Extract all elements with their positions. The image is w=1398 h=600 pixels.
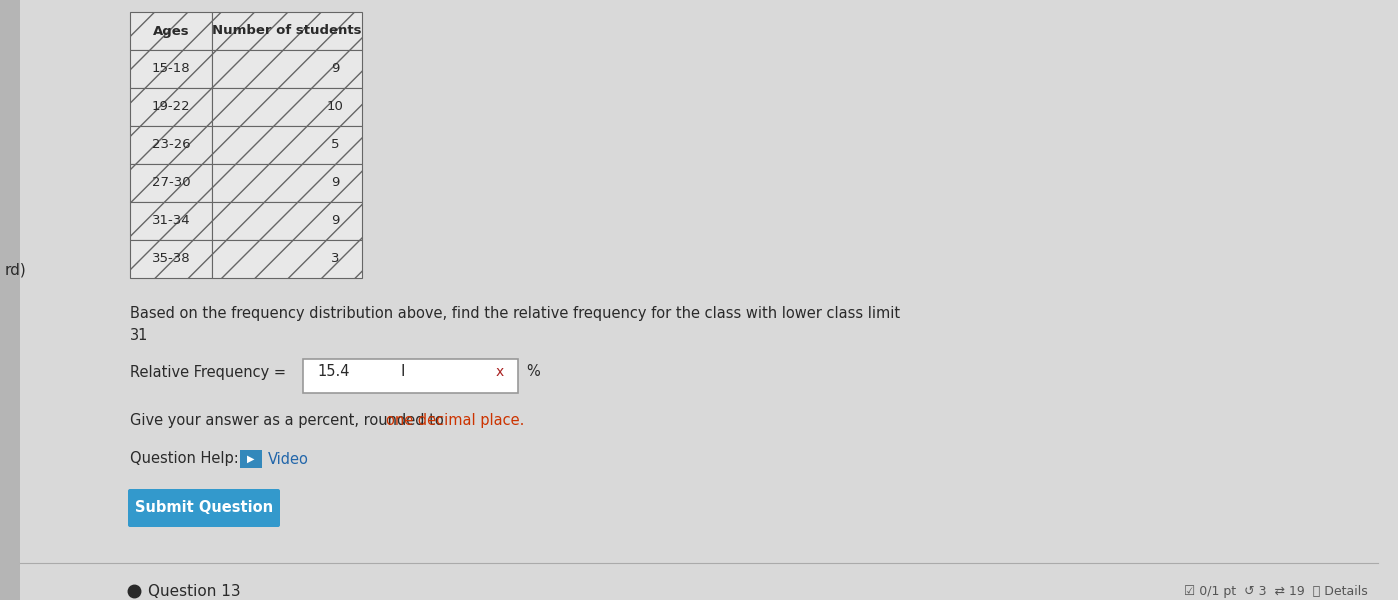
Text: one decimal place.: one decimal place. — [386, 413, 524, 428]
Bar — [212, 126, 362, 164]
Text: 10: 10 — [327, 100, 344, 113]
Text: 19-22: 19-22 — [152, 100, 190, 113]
Text: 23-26: 23-26 — [152, 139, 190, 151]
Text: Based on the frequency distribution above, find the relative frequency for the c: Based on the frequency distribution abov… — [130, 306, 900, 321]
FancyBboxPatch shape — [129, 489, 280, 527]
Text: 9: 9 — [331, 214, 340, 227]
Text: I: I — [401, 364, 405, 379]
Text: Question 13: Question 13 — [148, 583, 240, 599]
Bar — [212, 164, 362, 202]
Bar — [130, 164, 212, 202]
Text: Question Help:: Question Help: — [130, 451, 239, 467]
Text: Ages: Ages — [152, 25, 189, 37]
Bar — [130, 50, 212, 88]
Bar — [130, 202, 212, 240]
Text: Video: Video — [268, 451, 309, 467]
Text: ▶: ▶ — [247, 454, 254, 464]
Bar — [130, 12, 212, 50]
Text: 35-38: 35-38 — [152, 253, 190, 265]
Bar — [130, 240, 212, 278]
Text: x: x — [496, 365, 505, 379]
Text: 31-34: 31-34 — [152, 214, 190, 227]
Bar — [130, 88, 212, 126]
Bar — [303, 359, 519, 393]
Text: 9: 9 — [331, 176, 340, 190]
Bar — [212, 88, 362, 126]
Text: 5: 5 — [331, 139, 340, 151]
Text: 31: 31 — [130, 328, 148, 343]
Text: Relative Frequency =: Relative Frequency = — [130, 364, 287, 379]
Text: Give your answer as a percent, rounded to: Give your answer as a percent, rounded t… — [130, 413, 449, 428]
Text: rd): rd) — [6, 263, 27, 277]
Text: Submit Question: Submit Question — [136, 500, 273, 515]
Text: ☑ 0/1 pt  ↺ 3  ⇄ 19  ⓘ Details: ☑ 0/1 pt ↺ 3 ⇄ 19 ⓘ Details — [1184, 584, 1369, 598]
Bar — [212, 12, 362, 50]
Text: 15-18: 15-18 — [152, 62, 190, 76]
Bar — [212, 240, 362, 278]
Bar — [130, 126, 212, 164]
Text: 9: 9 — [331, 62, 340, 76]
Text: 15.4: 15.4 — [317, 364, 350, 379]
Bar — [212, 202, 362, 240]
Text: 27-30: 27-30 — [152, 176, 190, 190]
Bar — [212, 50, 362, 88]
Text: 3: 3 — [331, 253, 340, 265]
Bar — [0, 0, 20, 600]
Text: %: % — [526, 364, 540, 379]
Bar — [240, 450, 261, 468]
Text: Number of students: Number of students — [212, 25, 362, 37]
